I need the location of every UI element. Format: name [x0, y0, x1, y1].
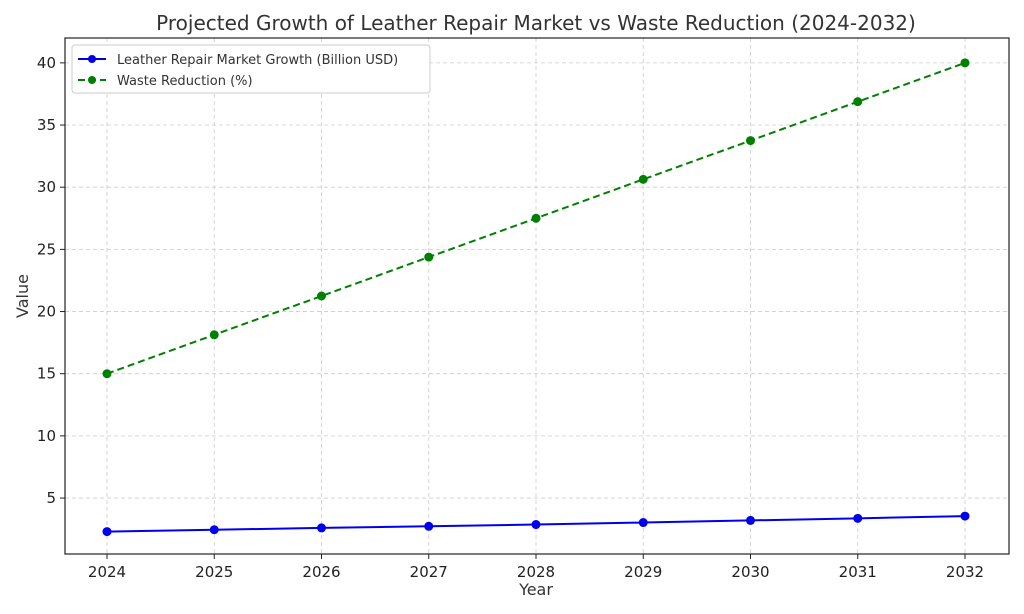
- x-tick-label: 2032: [946, 563, 984, 581]
- legend-entry: Leather Repair Market Growth (Billion US…: [78, 53, 398, 68]
- data-point: [531, 213, 541, 223]
- legend-box: [71, 44, 431, 94]
- y-tick-label: 10: [37, 427, 56, 445]
- data-point: [853, 97, 863, 107]
- data-point: [960, 58, 970, 68]
- x-axis-ticks: 2024 2025 2026 2027 2028 2029 2030 2031 2032: [88, 554, 984, 581]
- x-tick-label: 2026: [302, 563, 340, 581]
- y-tick-label: 15: [37, 365, 56, 383]
- axes: [64, 37, 1010, 555]
- y-tick-label: 25: [37, 240, 56, 258]
- y-tick-label: 30: [37, 178, 56, 196]
- data-point: [102, 369, 112, 379]
- legend-label: Waste Reduction (%): [117, 74, 253, 89]
- data-point: [317, 523, 326, 533]
- chart-title: Projected Growth of Leather Repair Marke…: [156, 11, 916, 35]
- data-point: [424, 252, 434, 262]
- series-layer: [102, 58, 970, 537]
- y-tick-label: 5: [46, 489, 56, 507]
- y-axis-label: Value: [13, 274, 32, 318]
- data-point: [209, 525, 219, 535]
- legend-marker: [88, 76, 96, 84]
- y-tick-label: 20: [37, 303, 56, 321]
- x-tick-label: 2025: [195, 563, 233, 581]
- legend-marker: [88, 55, 96, 63]
- data-point: [638, 518, 648, 528]
- x-tick-label: 2031: [839, 563, 877, 581]
- data-point: [102, 527, 112, 537]
- data-point: [638, 174, 648, 184]
- data-point: [960, 511, 970, 521]
- y-tick-label: 35: [37, 116, 56, 134]
- y-tick-label: 40: [37, 54, 56, 72]
- x-tick-label: 2030: [731, 563, 769, 581]
- plot-frame: [64, 37, 1010, 555]
- x-axis-label: Year: [518, 580, 553, 599]
- data-point: [746, 136, 755, 146]
- data-point: [317, 291, 326, 301]
- y-axis-ticks: 5 10 15 20 25 30 35 40: [37, 54, 65, 507]
- legend-entry: Waste Reduction (%): [78, 74, 253, 89]
- legend-label: Leather Repair Market Growth (Billion US…: [117, 53, 398, 68]
- grid: [65, 38, 1009, 554]
- series-1: [102, 511, 970, 537]
- x-tick-label: 2028: [517, 563, 555, 581]
- data-point: [746, 515, 755, 525]
- series-2: [102, 58, 970, 379]
- data-point: [853, 513, 863, 523]
- x-tick-label: 2024: [88, 563, 126, 581]
- legend: Leather Repair Market Growth (Billion US…: [71, 44, 431, 94]
- data-point: [424, 521, 434, 531]
- data-point: [531, 520, 541, 530]
- x-tick-label: 2027: [410, 563, 448, 581]
- data-point: [209, 330, 219, 340]
- x-tick-label: 2029: [624, 563, 662, 581]
